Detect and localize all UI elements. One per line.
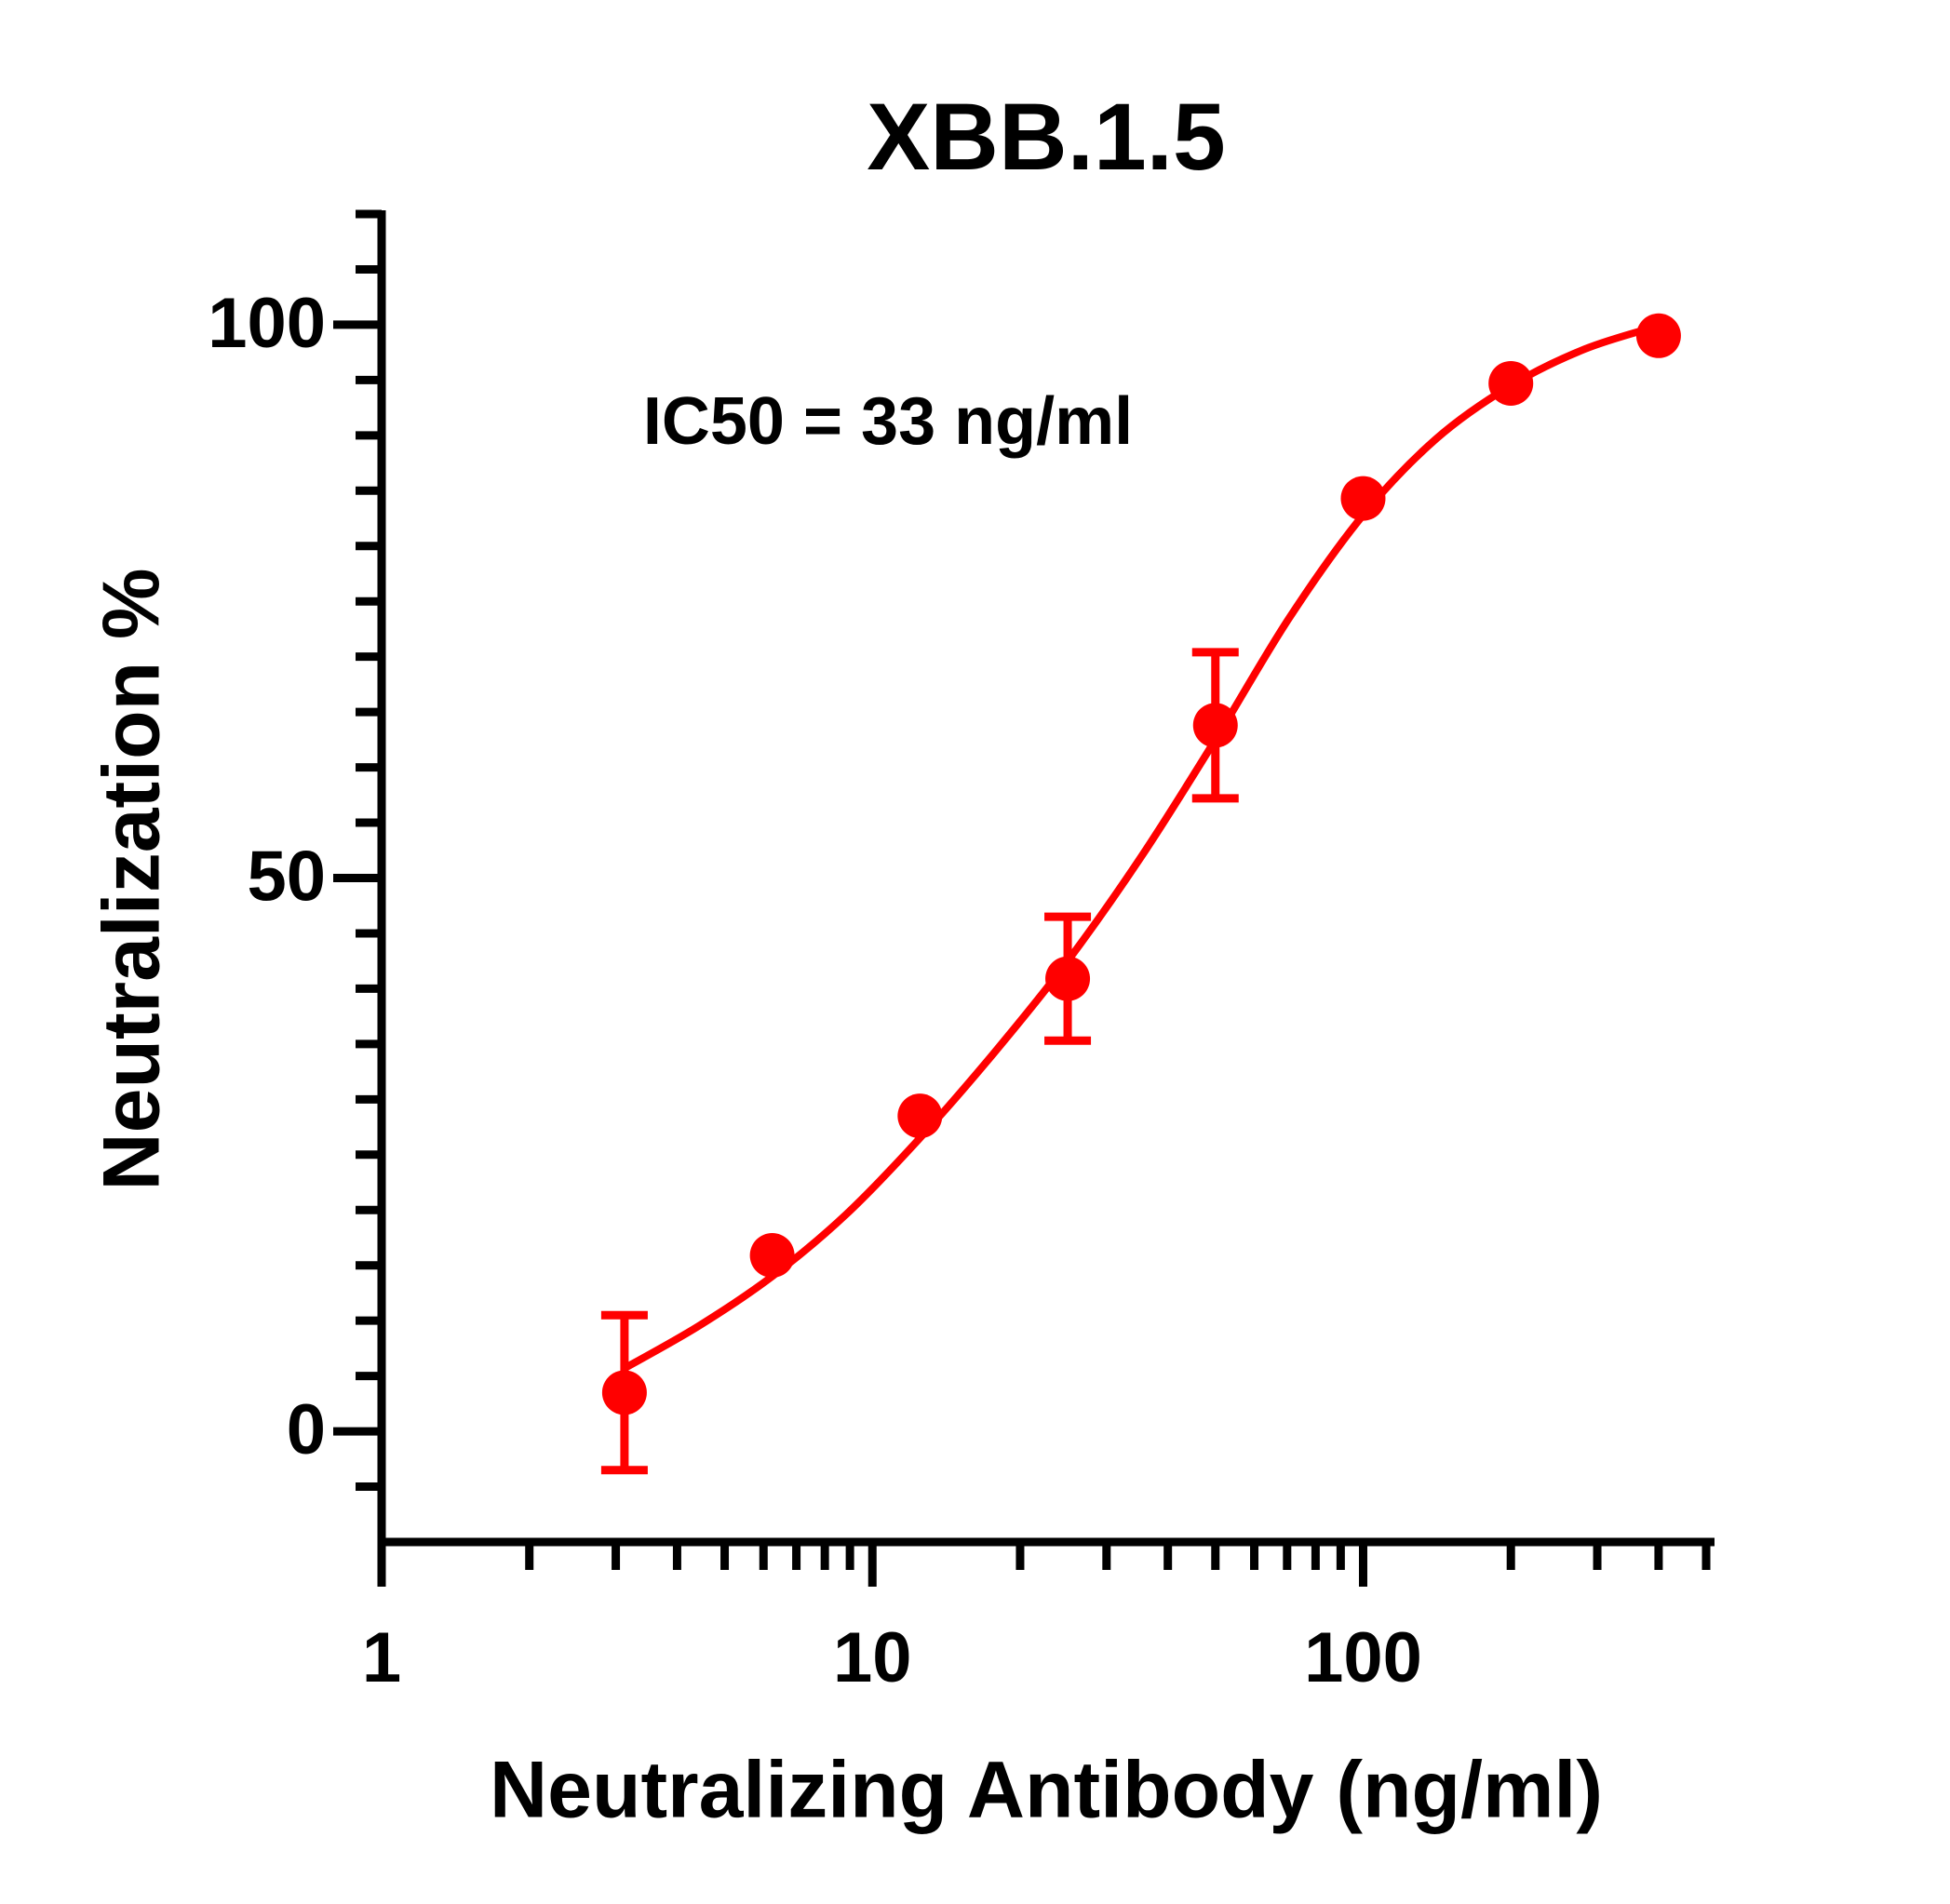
- x-tick-label: 100: [1304, 1618, 1422, 1697]
- x-axis-label: Neutralizing Antibody (ng/ml): [490, 1746, 1603, 1835]
- x-tick-label: 1: [362, 1618, 401, 1697]
- data-point: [601, 1370, 647, 1415]
- annotation: IC50 = 33 ng/ml: [643, 384, 1133, 459]
- data-point: [1340, 476, 1386, 521]
- fit-curve: [622, 322, 1661, 1372]
- y-tick-label: 0: [287, 1390, 326, 1469]
- y-tick-label: 50: [247, 838, 326, 917]
- y-axis-label: Neutralization %: [87, 569, 177, 1191]
- y-tick-label: 100: [208, 284, 326, 363]
- data-point: [1045, 956, 1091, 1001]
- x-tick-label: 10: [833, 1618, 912, 1697]
- data-point: [1192, 703, 1238, 748]
- chart-title: XBB.1.5: [867, 84, 1226, 190]
- data-point: [1488, 360, 1534, 406]
- data-point: [1635, 313, 1681, 358]
- data-point: [897, 1093, 943, 1139]
- data-point: [749, 1233, 795, 1279]
